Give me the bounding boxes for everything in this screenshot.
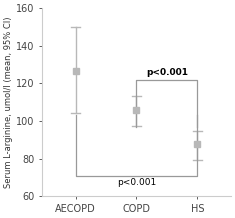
Y-axis label: Serum L-arginine, umol/l (mean, 95% CI): Serum L-arginine, umol/l (mean, 95% CI) xyxy=(4,16,13,188)
Text: p<0.001: p<0.001 xyxy=(146,68,188,77)
Text: p<0.001: p<0.001 xyxy=(117,178,156,187)
